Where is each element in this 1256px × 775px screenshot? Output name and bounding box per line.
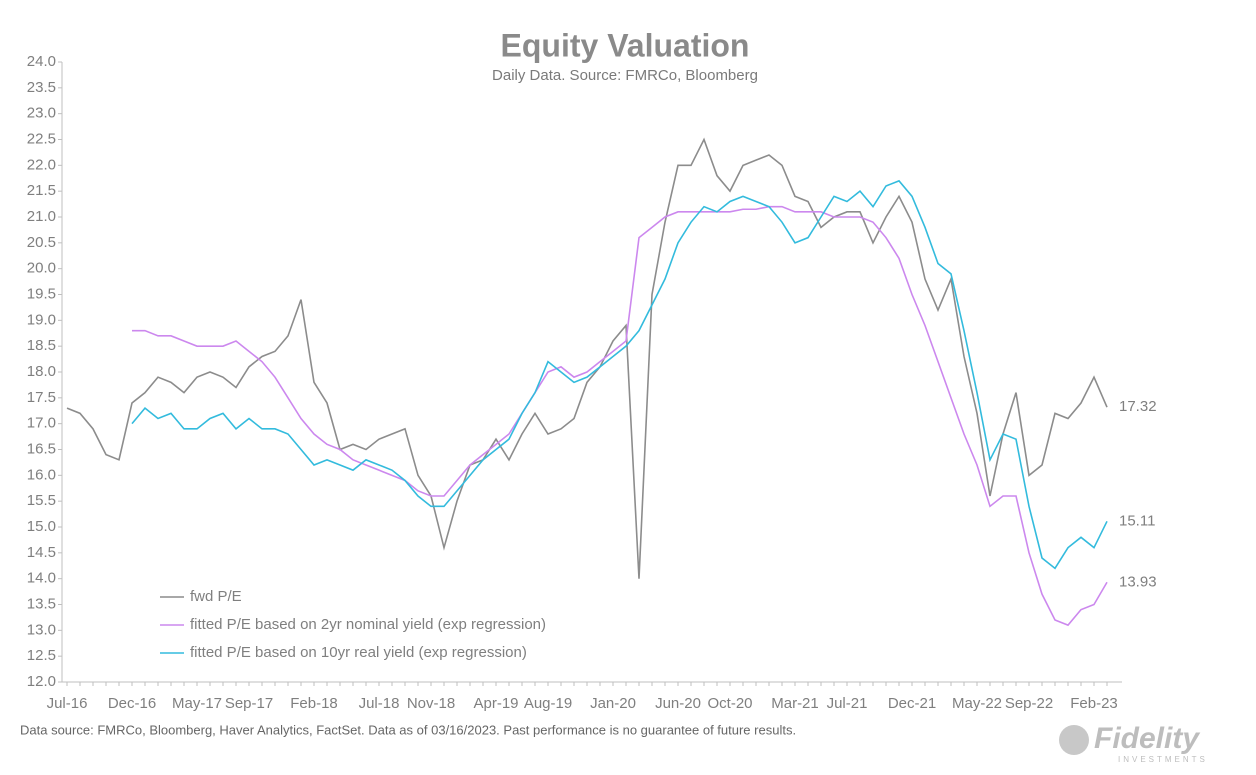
x-tick-label: Jul-21 <box>827 695 868 712</box>
chart-title: Equity Valuation <box>501 27 750 63</box>
x-tick-label: Feb-23 <box>1070 695 1118 712</box>
y-tick-label: 13.5 <box>27 595 56 612</box>
y-tick-label: 23.5 <box>27 79 56 96</box>
y-tick-label: 17.5 <box>27 389 56 406</box>
end-label: 17.32 <box>1119 398 1157 415</box>
y-tick-label: 19.5 <box>27 285 56 302</box>
y-tick-label: 15.0 <box>27 518 56 535</box>
brand: Fidelity <box>1094 722 1200 755</box>
y-tick-label: 22.0 <box>27 156 56 173</box>
x-tick-label: Jan-20 <box>590 695 636 712</box>
end-label: 13.93 <box>1119 573 1157 590</box>
y-tick-label: 20.0 <box>27 260 56 277</box>
logo: Fidelity INVESTMENTS <box>1059 722 1208 764</box>
x-tick-label: Dec-16 <box>108 695 156 712</box>
y-tick-label: 14.0 <box>27 570 56 587</box>
y-tick-label: 19.0 <box>27 311 56 328</box>
y-tick-label: 24.0 <box>27 53 56 70</box>
y-tick-label: 13.0 <box>27 621 56 638</box>
legend-label: fitted P/E based on 2yr nominal yield (e… <box>190 616 546 633</box>
y-tick-label: 15.5 <box>27 492 56 509</box>
y-tick-label: 14.5 <box>27 544 56 561</box>
x-tick-label: Jul-18 <box>359 695 400 712</box>
series-line <box>131 179 1108 570</box>
x-tick-label: May-17 <box>172 695 222 712</box>
logo-mark <box>1059 725 1089 755</box>
y-tick-label: 22.5 <box>27 130 56 147</box>
legend-label: fitted P/E based on 10yr real yield (exp… <box>190 644 527 661</box>
x-tick-label: Jul-16 <box>47 695 88 712</box>
series-line <box>132 205 1108 627</box>
x-tick-label: Sep-17 <box>225 695 273 712</box>
x-tick-label: Mar-21 <box>771 695 819 712</box>
y-tick-label: 20.5 <box>27 234 56 251</box>
y-tick-label: 18.0 <box>27 363 56 380</box>
x-tick-label: Oct-20 <box>707 695 752 712</box>
x-tick-label: Jun-20 <box>655 695 701 712</box>
footnote: Data source: FMRCo, Bloomberg, Haver Ana… <box>20 722 796 737</box>
x-tick-label: Aug-19 <box>524 695 572 712</box>
series-line <box>66 137 1108 579</box>
y-tick-label: 23.0 <box>27 105 56 122</box>
y-tick-label: 12.0 <box>27 673 56 690</box>
x-tick-label: Feb-18 <box>290 695 338 712</box>
x-tick-label: Nov-18 <box>407 695 455 712</box>
chart-subtitle: Daily Data. Source: FMRCo, Bloomberg <box>492 67 758 84</box>
end-label: 15.11 <box>1119 512 1155 529</box>
y-tick-label: 21.0 <box>27 208 56 225</box>
y-tick-label: 16.0 <box>27 466 56 483</box>
x-tick-label: Apr-19 <box>473 695 518 712</box>
y-tick-label: 16.5 <box>27 440 56 457</box>
legend-label: fwd P/E <box>190 588 242 605</box>
y-tick-label: 21.5 <box>27 182 56 199</box>
x-tick-label: Sep-22 <box>1005 695 1053 712</box>
x-tick-label: Dec-21 <box>888 695 936 712</box>
y-tick-label: 12.5 <box>27 647 56 664</box>
y-tick-label: 17.0 <box>27 415 56 432</box>
x-tick-label: May-22 <box>952 695 1002 712</box>
brand-sub: INVESTMENTS <box>1118 755 1208 764</box>
y-tick-label: 18.5 <box>27 337 56 354</box>
